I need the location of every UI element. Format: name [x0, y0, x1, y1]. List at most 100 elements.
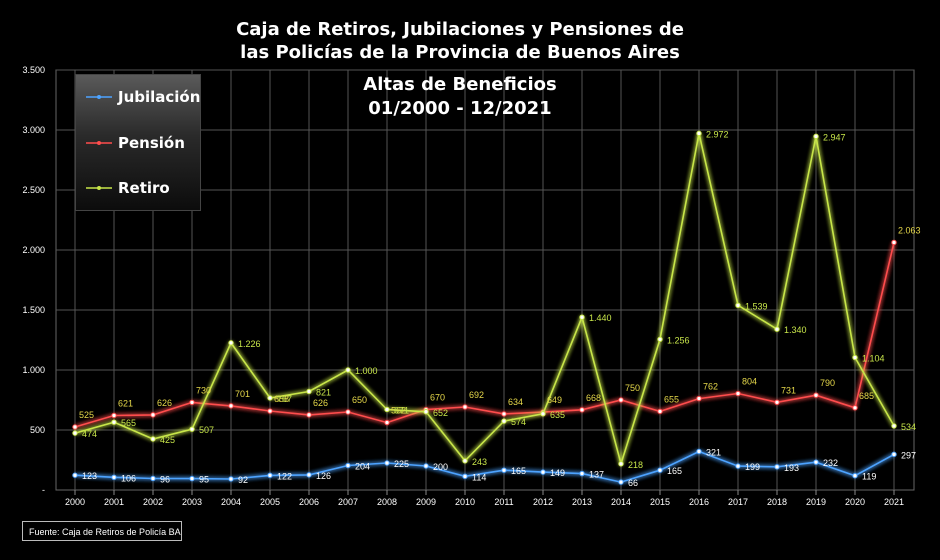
- series-jubilacion-point: [189, 475, 195, 482]
- x-tick-label: 2008: [377, 497, 397, 507]
- series-jubilacion-data-label: 225: [394, 459, 409, 469]
- series-jubilacion-data-label: 232: [823, 458, 838, 468]
- series-pension-data-label: 701: [235, 389, 250, 399]
- series-retiro-data-label: 1.000: [355, 366, 378, 376]
- x-tick-label: 2010: [455, 497, 475, 507]
- series-jubilacion-point: [774, 464, 780, 470]
- series-retiro-data-label: 1.340: [784, 325, 807, 335]
- series-jubilacion-point: [423, 463, 429, 469]
- series-retiro-point: [579, 314, 585, 320]
- series-jubilacion-data-label: 114: [472, 472, 486, 482]
- series-jubilacion-data-label: 193: [784, 463, 799, 473]
- legend-item-retiro: Retiro: [86, 179, 170, 197]
- series-retiro-data-label: 534: [901, 422, 916, 432]
- series-jubilacion-point: [501, 467, 507, 473]
- series-jubilacion-data-label: 126: [316, 471, 331, 481]
- series-pension-data-label: 621: [118, 398, 133, 408]
- series-retiro-data-label: 767: [277, 394, 292, 404]
- series-jubilacion-data-label: 165: [511, 466, 526, 476]
- series-jubilacion-data-label: 165: [667, 466, 682, 476]
- series-jubilacion-point: [657, 467, 663, 473]
- series-jubilacion-data-label: 95: [199, 475, 209, 485]
- series-pension-data-label: 2.063: [898, 225, 921, 235]
- series-jubilacion-data-label: 149: [550, 468, 565, 478]
- series-retiro-point: [540, 411, 546, 417]
- series-retiro-point: [267, 395, 273, 401]
- series-jubilacion-point: [813, 459, 819, 465]
- series-pension-point: [579, 407, 585, 413]
- series-retiro-data-label: 635: [550, 410, 565, 420]
- series-retiro-point: [189, 426, 195, 432]
- series-jubilacion-point: [735, 463, 741, 469]
- legend-item-jubilacion: Jubilación: [86, 88, 200, 106]
- series-pension-point: [501, 411, 507, 417]
- legend-label-retiro: Retiro: [118, 179, 170, 197]
- series-jubilacion-point: [462, 473, 468, 480]
- x-tick-label: 2004: [221, 497, 241, 507]
- x-tick-label: 2011: [494, 497, 513, 507]
- x-tick-label: 2013: [572, 497, 592, 507]
- series-retiro-point: [462, 458, 468, 464]
- x-tick-label: 2001: [104, 497, 124, 507]
- series-pension-data-label: 670: [430, 393, 445, 403]
- series-pension-point: [735, 390, 741, 397]
- y-tick-label: 1.500: [22, 305, 45, 315]
- series-pension-point: [696, 395, 702, 402]
- series-retiro-data-label: 1.104: [862, 354, 885, 364]
- series-retiro-data-label: 2.947: [823, 132, 846, 142]
- series-jubilacion-data-label: 200: [433, 462, 448, 472]
- legend-swatch-pension: [86, 141, 112, 145]
- series-pension-point: [813, 392, 819, 398]
- series-retiro-point: [813, 133, 819, 140]
- series-pension-data-label: 750: [625, 383, 640, 393]
- series-retiro-data-label: 652: [433, 408, 448, 418]
- y-tick-label: -: [42, 485, 45, 495]
- series-jubilacion-point: [540, 469, 546, 475]
- legend-item-pension: Pensión: [86, 134, 185, 152]
- series-pension-point: [345, 409, 351, 415]
- series-retiro-data-label: 243: [472, 457, 487, 467]
- x-tick-label: 2005: [260, 497, 280, 507]
- series-jubilacion-data-label: 297: [901, 450, 916, 460]
- y-tick-label: 3.500: [22, 65, 45, 75]
- x-tick-label: 2006: [299, 497, 319, 507]
- x-tick-label: 2003: [182, 497, 202, 507]
- source-note: Fuente: Caja de Retiros de Policía BA: [22, 521, 182, 541]
- series-pension-data-label: 658: [274, 394, 289, 404]
- series-pension-point: [891, 239, 897, 246]
- series-pension-data-label: 562: [391, 406, 406, 416]
- series-retiro-data-label: 474: [82, 429, 97, 439]
- series-retiro-point: [774, 326, 780, 332]
- series-pension-point: [774, 399, 780, 405]
- series-jubilacion-data-label: 96: [160, 474, 170, 484]
- series-jubilacion-point: [267, 472, 273, 479]
- legend: Jubilación Pensión Retiro: [75, 74, 201, 211]
- series-pension-point: [150, 412, 156, 418]
- series-retiro-point: [111, 419, 117, 425]
- legend-label-jubilacion: Jubilación: [118, 88, 201, 106]
- x-tick-label: 2009: [416, 497, 436, 507]
- series-pension-point: [267, 408, 273, 414]
- series-jubilacion-data-label: 199: [745, 462, 760, 472]
- series-jubilacion-point: [228, 476, 234, 482]
- series-pension-point: [306, 412, 312, 418]
- series-pension-line: [74, 242, 895, 428]
- x-tick-label: 2016: [689, 497, 709, 507]
- series-pension-data-label: 685: [859, 391, 874, 401]
- y-tick-label: 1.000: [22, 365, 45, 375]
- series-jubilacion-point: [696, 448, 702, 455]
- series-retiro-data-label: 574: [511, 417, 526, 427]
- title-line-2: las Policías de la Provincia de Buenos A…: [240, 42, 680, 63]
- series-jubilacion-data-label: 106: [121, 473, 136, 483]
- series-jubilacion-point: [72, 472, 78, 478]
- series-retiro-line: [74, 133, 895, 467]
- series-pension-data-label: 626: [157, 398, 172, 408]
- series-retiro-point: [696, 130, 702, 137]
- series-pension-data-label: 731: [781, 385, 796, 395]
- series-pension-data-label: 525: [79, 410, 94, 420]
- series-retiro-data-label: 1.256: [667, 335, 690, 345]
- x-tick-label: 2014: [611, 497, 631, 507]
- series-retiro-point: [384, 406, 390, 413]
- series-jubilacion-data-label: 321: [706, 447, 721, 457]
- series-retiro-point: [618, 461, 624, 467]
